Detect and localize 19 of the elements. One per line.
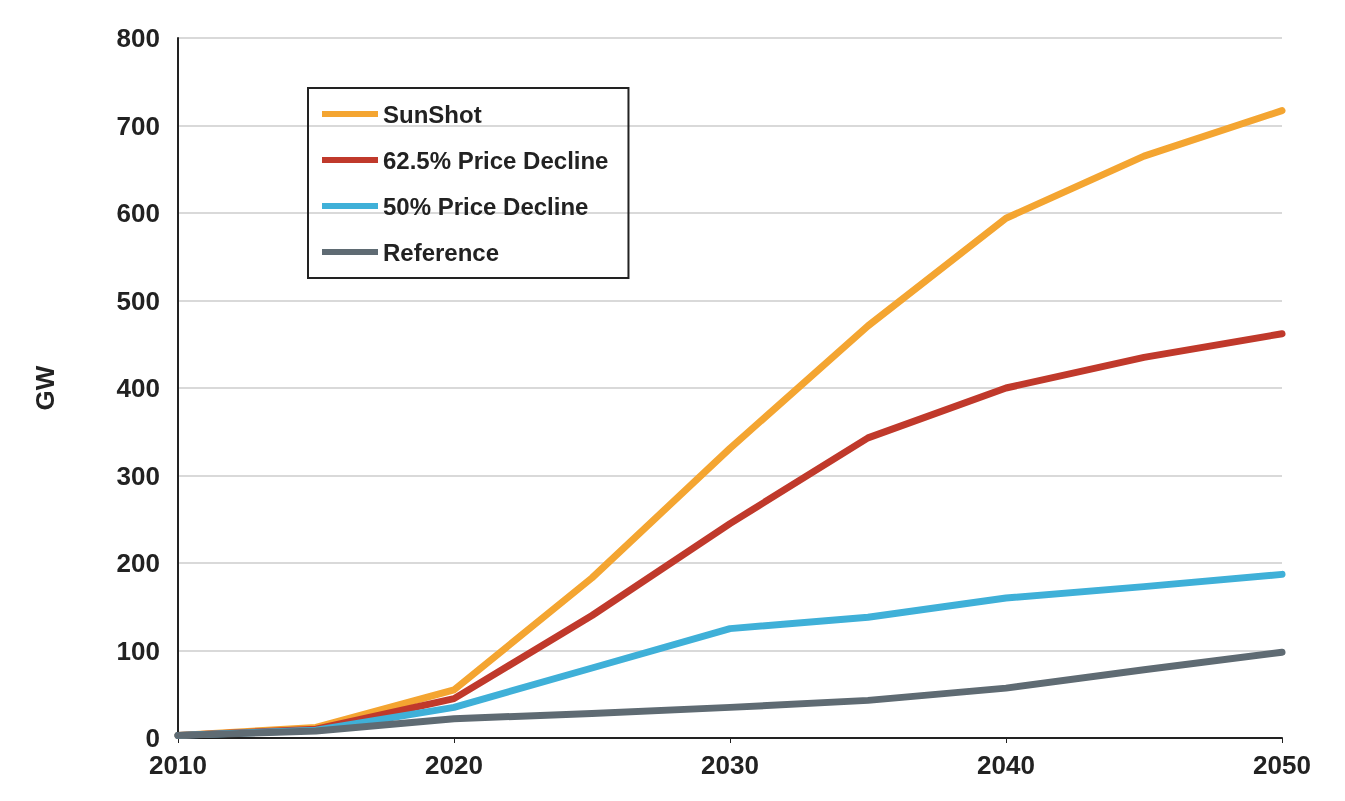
y-axis-title: GW (30, 365, 60, 411)
y-tick-label: 0 (145, 723, 160, 753)
y-tick-label: 600 (116, 198, 160, 228)
x-tick-label: 2010 (149, 750, 207, 780)
legend-label: 62.5% Price Decline (383, 146, 609, 174)
x-tick-label: 2030 (701, 750, 759, 780)
x-tick-label: 2050 (1253, 750, 1311, 780)
x-tick-label: 2040 (977, 750, 1035, 780)
y-tick-label: 800 (116, 23, 160, 53)
legend-label: Reference (383, 238, 500, 266)
legend-label: 50% Price Decline (383, 192, 589, 220)
y-tick-label: 400 (116, 373, 160, 403)
y-tick-label: 700 (116, 110, 160, 141)
x-tick-label: 2020 (425, 750, 483, 780)
y-tick-label: 300 (116, 460, 160, 491)
legend-label: SunShot (383, 100, 482, 128)
y-tick-label: 100 (116, 635, 160, 666)
y-tick-label: 200 (116, 548, 160, 578)
y-tick-label: 500 (116, 285, 160, 316)
